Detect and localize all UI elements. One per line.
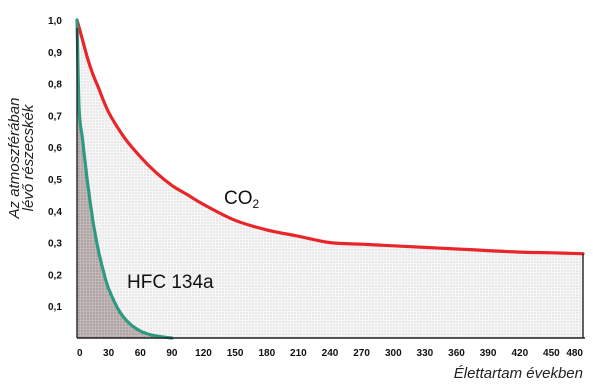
y-tick-label: 0,5 (48, 175, 62, 186)
y-axis-label-line-1: Az atmoszférában (6, 98, 23, 220)
y-tick-label: 0,7 (48, 111, 62, 122)
x-axis-label: Élettartam években (454, 365, 583, 382)
x-tick-label: 120 (195, 348, 212, 359)
series-line-0 (75, 18, 585, 256)
y-axis-label: Az atmoszférában lévő részecskék (6, 98, 37, 220)
series-area-1 (77, 20, 172, 338)
x-tick-label: 30 (103, 348, 115, 359)
series-fills (77, 20, 583, 338)
co2-series-label: CO2 (224, 188, 260, 211)
y-tick-label: 0,6 (48, 143, 62, 154)
series-line-1 (75, 18, 174, 340)
x-tick-labels: 0 30 60 90 120 150 180 210 240 270 300 330 360 390 420… (77, 348, 583, 359)
x-tick-label: 360 (448, 348, 465, 359)
x-tick-label: 240 (322, 348, 339, 359)
x-tick-label: 270 (353, 348, 370, 359)
x-tick-label: 450 (543, 348, 560, 359)
x-tick-label: 0 (77, 348, 83, 359)
y-tick-label: 0,1 (48, 302, 62, 313)
x-tick-label: 330 (417, 348, 434, 359)
y-tick-label: 1,0 (48, 16, 62, 27)
hfc-series-label: HFC 134a (127, 272, 214, 293)
y-axis-label-line-2: lévő részecskék (20, 103, 37, 211)
y-tick-label: 0,8 (48, 80, 62, 91)
x-tick-label: 390 (480, 348, 497, 359)
x-tick-label: 180 (258, 348, 275, 359)
x-tick-label: 300 (385, 348, 402, 359)
series-area-0 (77, 20, 583, 338)
x-tick-label: 210 (290, 348, 307, 359)
y-tick-label: 0,3 (48, 239, 62, 250)
x-tick-label: 480 (566, 348, 583, 359)
x-tick-label: 150 (227, 348, 244, 359)
y-tick-label: 0,2 (48, 270, 62, 281)
y-tick-labels: 0,1 0,2 0,3 0,4 0,5 0,6 0,7 0,8 0,9 1,0 (48, 16, 62, 313)
x-tick-label: 90 (166, 348, 178, 359)
x-tick-label: 60 (135, 348, 147, 359)
x-tick-label: 420 (511, 348, 528, 359)
y-tick-label: 0,9 (48, 48, 62, 59)
series-lines (75, 18, 585, 340)
y-tick-label: 0,4 (48, 207, 62, 218)
